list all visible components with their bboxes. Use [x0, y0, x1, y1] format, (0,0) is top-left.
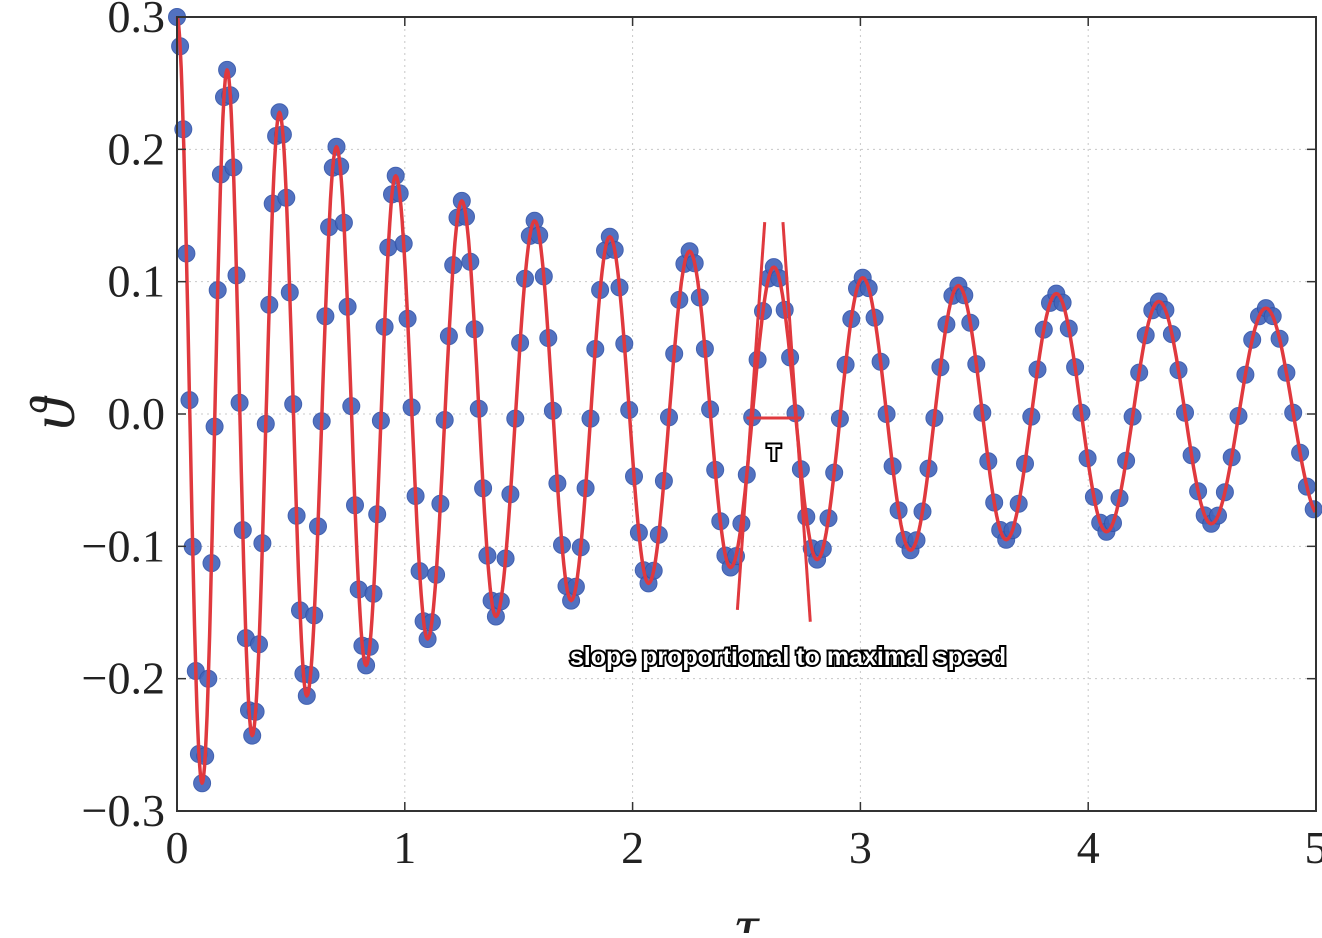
annotation-slope-text: slope proportional to maximal speed — [570, 643, 1006, 671]
x-tick-label: 5 — [1305, 822, 1322, 873]
x-tick-label: 1 — [393, 822, 416, 873]
x-tick-label: 4 — [1077, 822, 1100, 873]
x-tick-label: 2 — [621, 822, 644, 873]
y-tick-label: 0.0 — [108, 388, 166, 439]
data-points-layer — [169, 9, 1322, 792]
tick-layer: 0 1 2 3 4 5 −0.3 −0.2 −0.1 0.0 0.1 0.2 0.3 — [82, 0, 1322, 873]
y-tick-label: 0.2 — [108, 123, 166, 174]
x-tick-label: 3 — [849, 822, 872, 873]
y-tick-label: −0.3 — [82, 785, 165, 836]
annotation-period-label: T — [767, 440, 781, 465]
y-tick-label: −0.1 — [82, 520, 165, 571]
y-tick-label: 0.3 — [108, 0, 166, 42]
y-tick-label: −0.2 — [82, 653, 165, 704]
y-tick-label: 0.1 — [108, 256, 166, 307]
x-axis-label: τ — [735, 891, 760, 933]
y-axis-label: ϑ — [17, 395, 88, 430]
x-tick-label: 0 — [166, 822, 189, 873]
annotation-layer: T slope proportional to maximal speed — [570, 222, 1006, 671]
